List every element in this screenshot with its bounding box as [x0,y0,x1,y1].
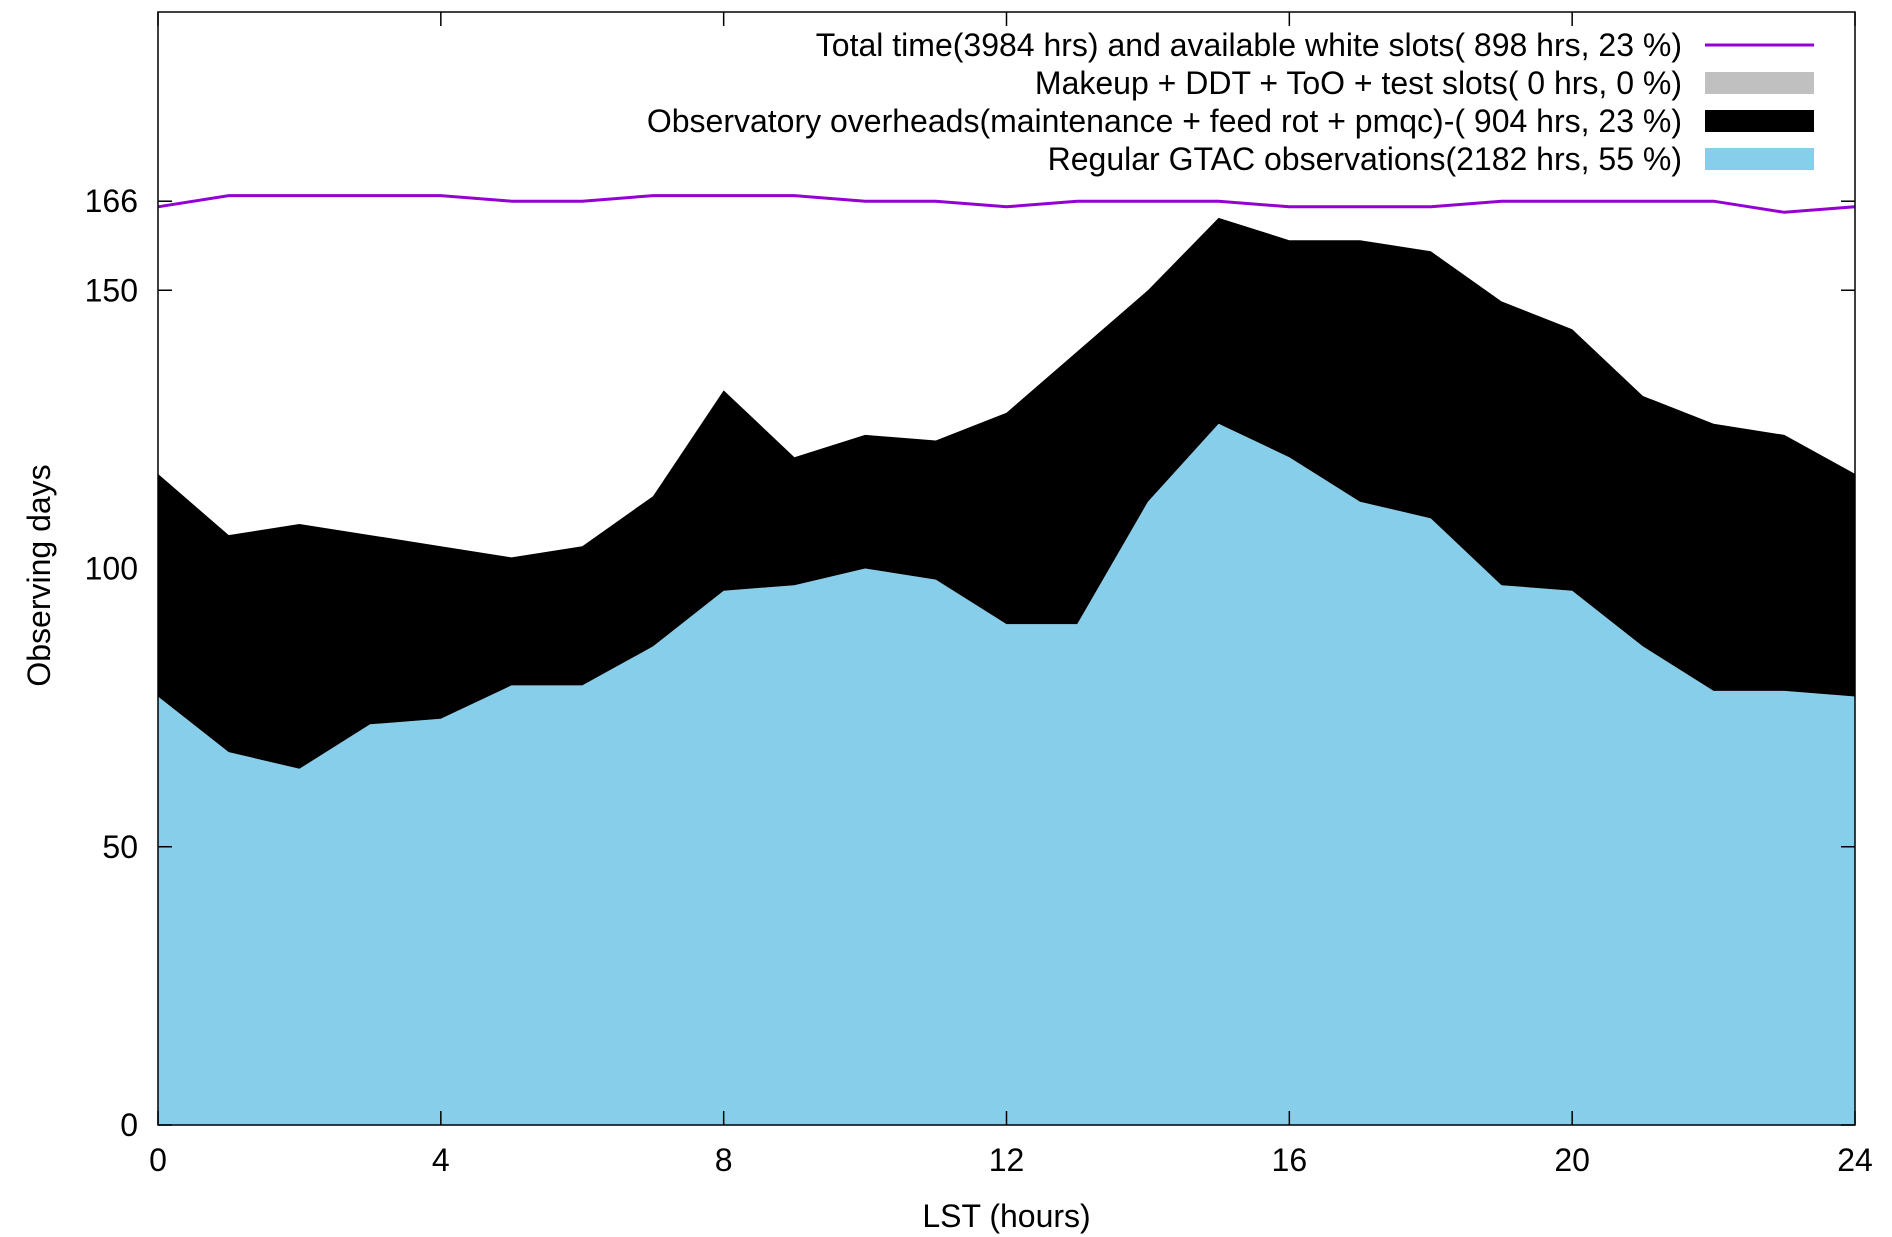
legend-label-observatory-overheads-maintenance-feed-r: Observatory overheads(maintenance + feed… [647,103,1682,139]
legend-swatch-area [1705,148,1814,170]
axis-ticks: 0 4 8 12 16 20 24 0 50 100 150 166 [85,12,1873,1178]
line-layer [157,194,1856,214]
x-tick-label: 0 [149,1142,167,1178]
x-axis-label: LST (hours) [922,1198,1090,1234]
legend-swatch-area [1705,72,1814,94]
legend-label-makeup-ddt-too-test-slots-0-hrs-0: Makeup + DDT + ToO + test slots( 0 hrs, … [1035,65,1682,101]
x-tick-label: 4 [432,1142,450,1178]
x-tick-label: 16 [1272,1142,1308,1178]
legend-label-total-time-3984-hrs-and-available-white-: Total time(3984 hrs) and available white… [816,27,1682,63]
legend: Total time(3984 hrs) and available white… [647,27,1814,177]
y-tick-label: 166 [85,183,138,219]
y-tick-label: 0 [120,1107,138,1143]
area-series-2 [158,217,1855,769]
y-axis-label: Observing days [21,464,57,686]
area-series-1 [158,423,1855,1125]
y-tick-label: 100 [85,551,138,587]
x-tick-label: 12 [989,1142,1025,1178]
legend-swatch-area [1705,110,1814,132]
area-layer [158,217,1855,1125]
legend-label-regular-gtac-observations-2182-hrs-55: Regular GTAC observations(2182 hrs, 55 %… [1048,141,1682,177]
y-tick-label: 50 [102,829,138,865]
x-tick-label: 8 [715,1142,733,1178]
line-series-total-time [157,194,1856,214]
y-tick-label: 150 [85,272,138,308]
x-tick-label: 24 [1837,1142,1873,1178]
x-tick-label: 20 [1554,1142,1590,1178]
